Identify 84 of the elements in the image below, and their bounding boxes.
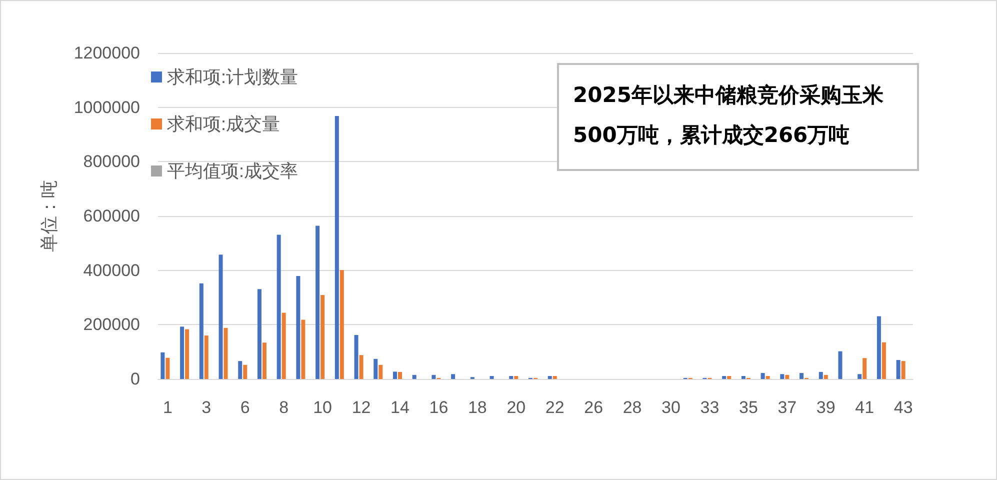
x-tick-label: 28 [622, 398, 642, 417]
y-tick-label: 1200000 [74, 44, 140, 62]
bar [316, 226, 320, 379]
x-tick-label: 30 [662, 398, 680, 417]
bar [552, 376, 557, 379]
bar [432, 374, 436, 379]
y-tick-label: 1000000 [74, 98, 140, 117]
bar [858, 374, 862, 379]
annotation: 500万吨，累计成交266万吨 [573, 122, 851, 149]
x-tick-label: 35 [738, 398, 758, 417]
bar [374, 358, 378, 379]
bar [224, 328, 228, 379]
annotation: 2025年以来中储粮竞价采购玉米 [573, 82, 884, 109]
bar [824, 374, 828, 379]
bar [276, 234, 281, 379]
y-tick-label: 800000 [83, 152, 140, 172]
bar [378, 364, 383, 379]
bar [785, 374, 790, 379]
bar [204, 336, 208, 379]
bar [727, 376, 732, 379]
bar [282, 312, 286, 379]
x-tick-label: 26 [584, 398, 604, 417]
bar [243, 364, 248, 379]
bar [490, 376, 494, 379]
bar [166, 358, 170, 379]
bar [509, 376, 514, 379]
y-tick-label: 0 [130, 370, 140, 388]
y-tick-label: 400000 [83, 260, 140, 280]
bar [180, 326, 184, 379]
bar [320, 295, 325, 379]
bar [359, 355, 364, 379]
x-tick-label: 22 [545, 398, 564, 417]
x-tick-label: 14 [390, 398, 410, 417]
bar [451, 374, 456, 379]
bar [334, 116, 339, 379]
bar [800, 373, 804, 379]
x-tick-label: 1 [162, 398, 172, 417]
legend-label: 求和项:计划数量 [167, 67, 298, 87]
bar [901, 361, 906, 379]
x-tick-label: 18 [468, 398, 487, 417]
bar [722, 376, 726, 379]
bar [838, 351, 842, 379]
x-tick-label: 10 [313, 398, 332, 417]
x-tick-label: 41 [855, 398, 874, 417]
x-tick-label: 20 [506, 398, 526, 417]
bar [398, 372, 402, 379]
legend-label: 求和项:成交量 [167, 114, 280, 134]
bar [741, 376, 746, 379]
bar [412, 374, 416, 379]
bar [218, 254, 223, 379]
bar [862, 358, 867, 379]
x-tick-label: 39 [816, 398, 836, 417]
bar [296, 276, 300, 379]
x-tick-label: 33 [700, 398, 720, 417]
bar [896, 360, 900, 379]
bar [392, 372, 397, 379]
bar [160, 352, 165, 379]
bar [340, 270, 344, 379]
bar [876, 316, 881, 379]
legend-label: 平均值项:成交率 [167, 161, 298, 181]
y-tick-label: 200000 [83, 315, 140, 334]
bar [882, 342, 886, 379]
bar [780, 374, 784, 379]
x-tick-label: 8 [279, 398, 289, 417]
bar [185, 329, 190, 379]
x-tick-label: 16 [429, 398, 448, 417]
bar [766, 376, 770, 379]
x-tick-label: 12 [352, 398, 371, 417]
bar [514, 376, 518, 379]
bar [257, 289, 262, 379]
bar [262, 342, 266, 379]
bar [818, 372, 823, 379]
bar [760, 373, 765, 379]
y-tick-label: 600000 [83, 206, 140, 226]
x-tick-label: 43 [894, 398, 913, 417]
bar [238, 361, 242, 379]
bar [199, 283, 204, 379]
bar [548, 376, 552, 379]
x-tick-label: 3 [202, 398, 212, 417]
x-tick-label: 6 [240, 398, 250, 417]
y-axis-title: 单位：吨 [39, 180, 59, 252]
bar [354, 334, 358, 379]
x-tick-label: 37 [778, 398, 797, 417]
bar [301, 320, 306, 379]
